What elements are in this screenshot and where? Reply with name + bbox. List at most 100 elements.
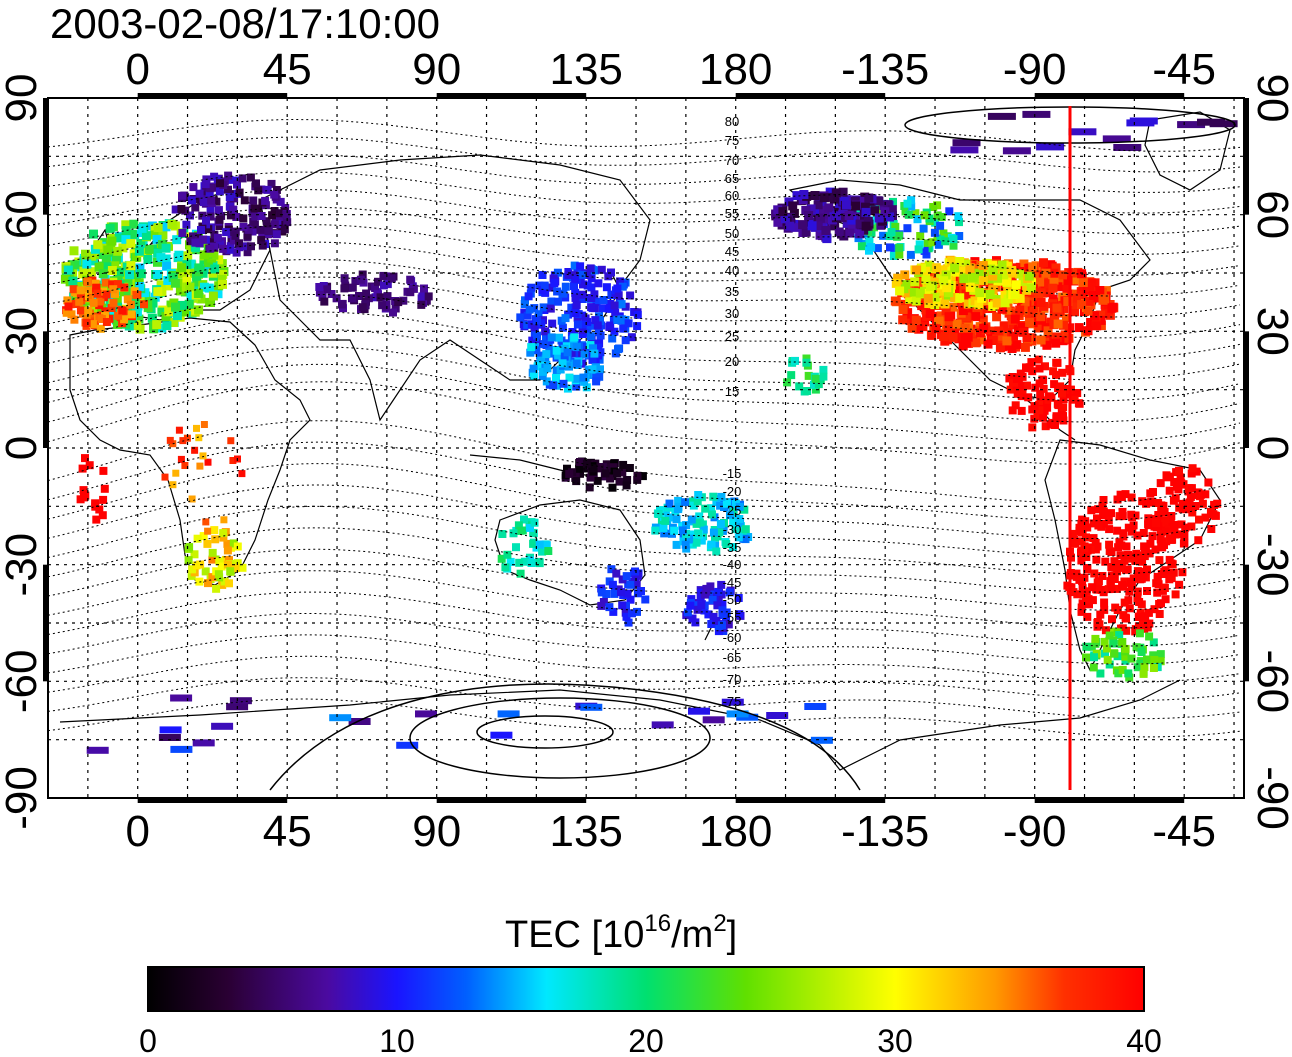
tec-cell (561, 282, 570, 291)
contour-line (47, 634, 1241, 683)
tec-cell (82, 319, 91, 328)
tec-cell (67, 310, 76, 319)
tec-cell (804, 703, 827, 710)
tec-cell (571, 309, 580, 318)
tec-cell (1091, 539, 1100, 547)
tec-cell (570, 348, 579, 357)
tec-cell (590, 290, 599, 299)
tec-cell (886, 243, 894, 252)
tec-cell (930, 292, 940, 302)
tec-cell (186, 291, 196, 301)
tec-cell (215, 215, 224, 224)
tec-cell (734, 594, 743, 602)
tec-cell (795, 382, 804, 391)
tec-cell (1119, 532, 1128, 541)
tec-cell (861, 207, 871, 217)
contour-line (47, 136, 1241, 173)
tec-cell (178, 229, 187, 237)
tec-cell (158, 734, 181, 741)
tec-cell (1132, 549, 1141, 558)
tec-cell (893, 232, 902, 241)
tec-cell (189, 232, 197, 241)
tec-cell (362, 289, 371, 298)
tec-cell (955, 232, 964, 240)
tec-cell (1154, 511, 1163, 519)
tec-cell (1132, 643, 1141, 652)
tec-cell (1005, 374, 1014, 383)
tec-cell (619, 460, 628, 469)
contour-line (47, 463, 1241, 540)
tec-cell (69, 246, 79, 256)
tec-cell (172, 235, 182, 245)
left-latitude-ticks: 90 60 30 0 -30 -60 -90 (0, 74, 46, 830)
tec-cell (1117, 559, 1126, 568)
tec-cell (1154, 499, 1163, 507)
tec-cell (111, 255, 121, 265)
tec-cell (558, 323, 567, 332)
tec-cell (1194, 536, 1203, 545)
timestamp-title: 2003-02-08/17:10:00 (50, 0, 440, 47)
tec-cell (1124, 550, 1133, 559)
tec-cell (231, 231, 240, 240)
tec-cell (955, 293, 965, 303)
tec-cell (1177, 479, 1186, 488)
tec-cell (396, 741, 419, 749)
tec-cell (1178, 499, 1187, 508)
tec-cell (1002, 336, 1012, 346)
tec-cell (618, 601, 627, 610)
tec-cell (538, 547, 547, 556)
top-lon-label: 0 (125, 45, 149, 94)
contour-line (47, 224, 1241, 276)
tec-cell (1039, 413, 1048, 422)
tec-cell (527, 283, 536, 292)
tec-cell (792, 191, 802, 201)
tec-cell (206, 184, 215, 193)
tec-cell (1156, 535, 1165, 544)
tec-cell (955, 218, 963, 227)
contour-line (47, 311, 1241, 381)
tec-cell (1091, 634, 1100, 643)
tec-cell (1096, 310, 1106, 320)
tec-cell (974, 268, 984, 278)
tec-cell (955, 288, 965, 298)
top-lon-label: 135 (549, 45, 622, 94)
tec-cell (1052, 303, 1062, 313)
tec-cell (214, 255, 224, 265)
tec-cell (1059, 395, 1068, 404)
tec-cell (950, 263, 960, 273)
frame-tick-top (436, 93, 587, 98)
tec-cell (1143, 565, 1151, 574)
tec-cell (554, 351, 563, 360)
tec-cell (976, 328, 985, 338)
tec-cell (555, 333, 563, 342)
tec-cell (1041, 362, 1049, 371)
tec-cell (920, 246, 929, 255)
tec-cell (171, 302, 180, 312)
bottom-longitude-ticks: 0 45 90 135 180 -135 -90 -45 (125, 807, 1216, 856)
tec-cell (79, 266, 89, 276)
tec-cell (977, 293, 987, 303)
tec-cell (595, 339, 604, 348)
tec-cell (547, 333, 556, 342)
tec-cell (1052, 358, 1061, 367)
tec-cell (223, 560, 232, 569)
tec-cell (1082, 642, 1091, 651)
tec-cell (1068, 128, 1097, 136)
tec-cell (702, 584, 711, 593)
tec-cell (535, 540, 544, 549)
tec-cell (586, 473, 595, 482)
tec-cell (1035, 277, 1045, 287)
tec-cell (1100, 637, 1109, 646)
tec-cell (535, 281, 544, 290)
tec-cell (1041, 422, 1050, 431)
tec-cell (206, 212, 215, 221)
tec-cell (1002, 276, 1012, 286)
tec-cell (394, 298, 403, 307)
tec-cell (1077, 607, 1086, 616)
contour-line (47, 381, 1241, 465)
tec-cell (170, 694, 193, 702)
tec-cell (688, 497, 697, 506)
tec-cell (722, 608, 731, 617)
tec-cell (152, 320, 162, 330)
tec-cell (1165, 486, 1174, 495)
